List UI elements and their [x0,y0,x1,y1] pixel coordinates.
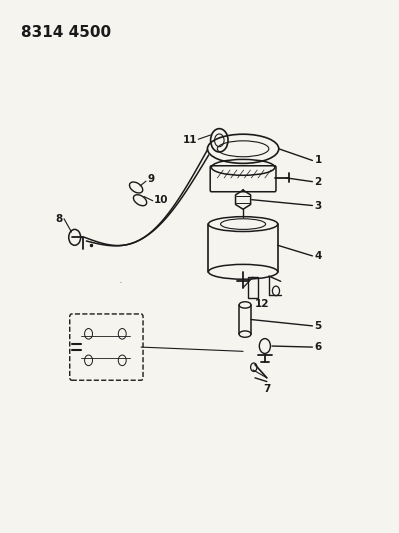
Text: 6: 6 [314,342,322,352]
Text: 4: 4 [314,251,322,261]
Text: 9: 9 [148,174,155,184]
Text: 8314 4500: 8314 4500 [21,25,111,41]
Text: 11: 11 [183,135,198,146]
Text: 12: 12 [255,298,269,309]
Text: 2: 2 [314,176,322,187]
Text: 3: 3 [314,200,322,211]
Text: 7: 7 [263,384,271,394]
Text: 10: 10 [154,195,168,205]
Text: 8: 8 [55,214,63,224]
Bar [248,277,258,298]
Text: 5: 5 [314,321,322,331]
Text: 1: 1 [314,156,322,165]
Text: ·: · [119,278,122,288]
